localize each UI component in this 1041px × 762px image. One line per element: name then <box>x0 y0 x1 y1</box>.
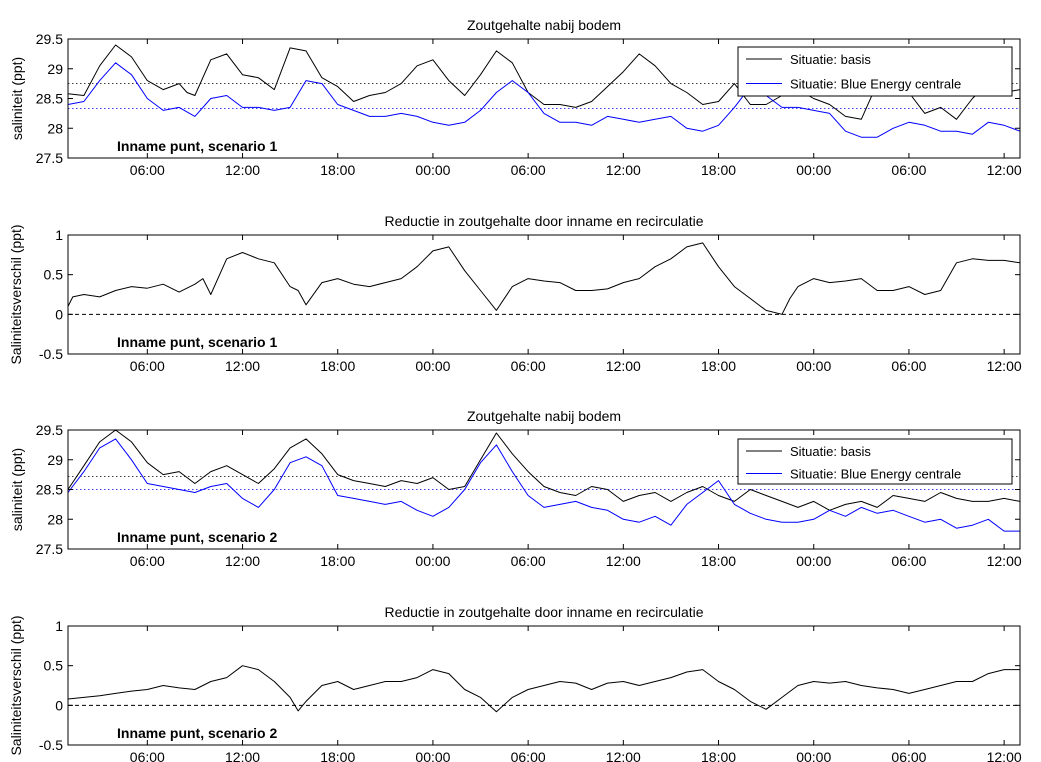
chart-panel-1: 27.5 28 28.5 29 29.5 06:00 12:00 18:00 00:00 06:0… <box>9 17 1022 178</box>
x-tick-label: 00:00 <box>796 358 831 374</box>
x-tick-label: 12:00 <box>987 358 1022 374</box>
chart-title: Reductie in zoutgehalte door inname en r… <box>384 213 703 229</box>
x-tick-label: 18:00 <box>320 749 355 762</box>
y-tick-label: 28 <box>47 511 63 527</box>
series-line-1 <box>67 44 1021 120</box>
y-axis-label: saliniteit (ppt) <box>9 448 25 531</box>
x-tick-label: 18:00 <box>701 749 736 762</box>
x-tick-label: 12:00 <box>606 358 641 374</box>
x-tick-label: 12:00 <box>987 553 1022 569</box>
x-tick-label: 06:00 <box>130 749 165 762</box>
x-tick-label: 06:00 <box>891 553 926 569</box>
x-tick-label: 12:00 <box>225 162 260 178</box>
chart-title: Reductie in zoutgehalte door inname en r… <box>384 604 703 620</box>
legend-box <box>737 46 1013 97</box>
x-tick-label: 18:00 <box>701 358 736 374</box>
y-tick-label: 28 <box>47 120 63 136</box>
x-tick-label: 00:00 <box>796 162 831 178</box>
legend-label-1: Situatie: basis <box>790 444 871 459</box>
plot-frame <box>67 625 1021 746</box>
legend: Situatie: basis Situatie: Blue Energy cen… <box>737 438 1013 485</box>
x-tick-label: 18:00 <box>320 358 355 374</box>
chart-panel-3: 27.5 28 28.5 29 29.5 06:00 12:00 18:00 00:00 06:0… <box>9 408 1022 569</box>
y-tick-label: 1 <box>55 618 63 634</box>
legend-box <box>737 438 1013 485</box>
y-axis-label: Saliniteitsverschil (ppt) <box>8 615 24 755</box>
x-tick-label: 00:00 <box>415 162 450 178</box>
x-tick-label: 18:00 <box>701 553 736 569</box>
series-line-1 <box>67 242 1021 315</box>
scenario-annotation: Inname punt, scenario 1 <box>117 334 277 350</box>
y-tick-label: 0.5 <box>44 658 64 674</box>
series-line-2 <box>67 438 1020 532</box>
x-tick-label: 12:00 <box>225 553 260 569</box>
x-tick-label: 06:00 <box>891 749 926 762</box>
x-tick-label: 12:00 <box>987 162 1022 178</box>
x-tick-label: 06:00 <box>511 749 546 762</box>
y-tick-label: 28.5 <box>36 91 63 107</box>
x-tick-label: 00:00 <box>415 358 450 374</box>
scenario-annotation: Inname punt, scenario 2 <box>117 725 277 741</box>
x-tick-label: 00:00 <box>796 749 831 762</box>
x-tick-label: 18:00 <box>320 162 355 178</box>
chart-title: Zoutgehalte nabij bodem <box>467 17 621 33</box>
x-tick-label: 06:00 <box>130 358 165 374</box>
y-tick-label: 29.5 <box>36 31 63 47</box>
x-tick-label: 12:00 <box>225 749 260 762</box>
x-tick-label: 18:00 <box>701 162 736 178</box>
x-tick-label: 06:00 <box>130 553 165 569</box>
series-line-2 <box>67 62 1021 138</box>
y-tick-label: 27.5 <box>36 541 63 557</box>
legend-label-1: Situatie: basis <box>790 52 871 67</box>
chart-panel-2: -0.5 0 0.5 1 06:00 12:00 18:00 00:00 06:00 12:00 1… <box>8 213 1022 374</box>
y-tick-label: 29.5 <box>36 422 63 438</box>
legend: Situatie: basis Situatie: Blue Energy cen… <box>737 46 1013 97</box>
series-line-1 <box>67 429 1021 511</box>
plot-frame <box>67 234 1021 355</box>
x-tick-label: 00:00 <box>415 553 450 569</box>
x-tick-label: 12:00 <box>606 553 641 569</box>
y-tick-label: 29 <box>47 61 63 77</box>
x-tick-label: 12:00 <box>225 358 260 374</box>
legend-label-2: Situatie: Blue Energy centrale <box>790 77 961 92</box>
x-tick-label: 06:00 <box>511 553 546 569</box>
x-tick-label: 18:00 <box>320 553 355 569</box>
plot-area <box>68 235 1020 354</box>
y-tick-label: 0.5 <box>44 267 64 283</box>
chart-title: Zoutgehalte nabij bodem <box>467 408 621 424</box>
scenario-annotation: Inname punt, scenario 1 <box>117 138 277 154</box>
x-tick-label: 12:00 <box>606 162 641 178</box>
x-tick-label: 06:00 <box>130 162 165 178</box>
y-axis-label: Saliniteitsverschil (ppt) <box>8 224 24 364</box>
y-tick-label: 28.5 <box>36 482 63 498</box>
scenario-annotation: Inname punt, scenario 2 <box>117 529 277 545</box>
y-tick-label: 0 <box>55 697 63 713</box>
x-tick-label: 12:00 <box>606 749 641 762</box>
chart-panel-4: -0.5 0 0.5 1 06:00 12:00 18:00 00:00 06:00 12:00 1… <box>8 604 1022 762</box>
y-axis-label: saliniteit (ppt) <box>9 57 25 140</box>
x-tick-label: 06:00 <box>891 358 926 374</box>
x-tick-label: 00:00 <box>796 553 831 569</box>
x-tick-label: 06:00 <box>891 162 926 178</box>
y-tick-label: -0.5 <box>39 346 63 362</box>
x-tick-label: 12:00 <box>987 749 1022 762</box>
y-tick-label: 0 <box>55 306 63 322</box>
x-tick-label: 06:00 <box>511 358 546 374</box>
series-line-1 <box>67 665 1020 713</box>
y-tick-label: 1 <box>55 227 63 243</box>
legend-label-2: Situatie: Blue Energy centrale <box>790 467 961 482</box>
y-tick-label: 29 <box>47 452 63 468</box>
y-tick-label: -0.5 <box>39 737 63 753</box>
x-tick-label: 06:00 <box>511 162 546 178</box>
x-tick-label: 00:00 <box>415 749 450 762</box>
y-tick-label: 27.5 <box>36 150 63 166</box>
